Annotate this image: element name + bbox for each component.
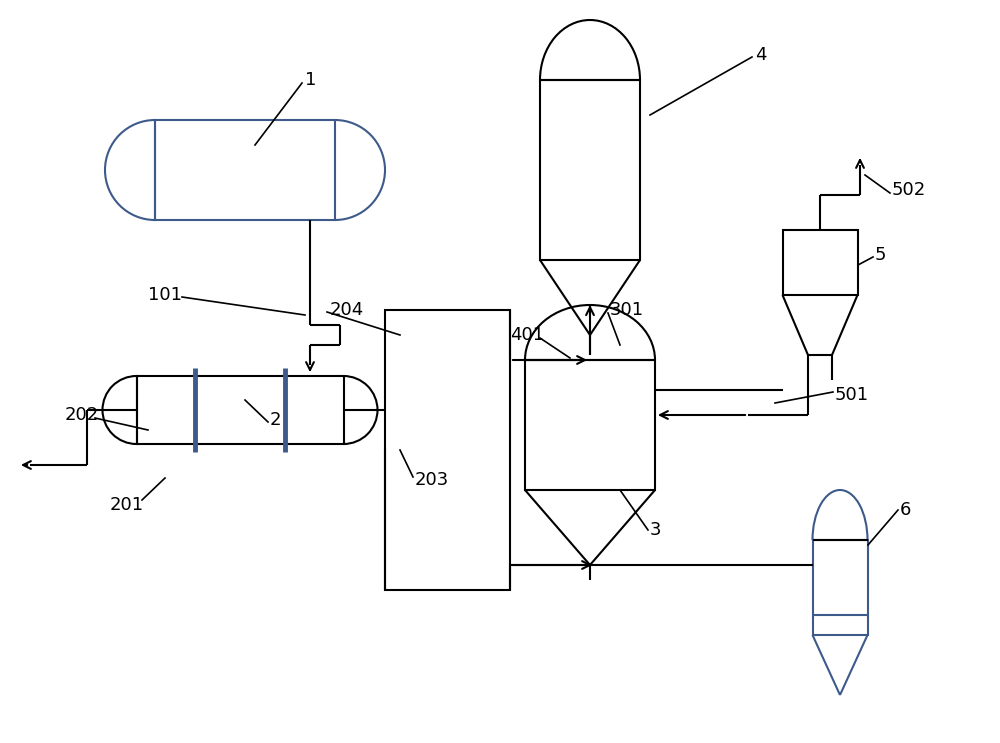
Bar: [385, 310, 510, 590]
Text: 502: 502: [892, 181, 926, 199]
Text: 203: 203: [415, 471, 449, 489]
Text: 4: 4: [755, 46, 767, 64]
Bar: [136, 376, 344, 444]
Text: 301: 301: [610, 301, 644, 319]
Text: 401: 401: [510, 326, 544, 344]
Text: 201: 201: [110, 496, 144, 514]
Text: 6: 6: [900, 501, 911, 519]
Text: 101: 101: [148, 286, 182, 304]
Bar: [782, 230, 858, 295]
Text: 3: 3: [650, 521, 662, 539]
Bar: [525, 360, 655, 490]
Bar: [812, 540, 868, 635]
Text: 1: 1: [305, 71, 316, 89]
Text: 501: 501: [835, 386, 869, 404]
Text: 202: 202: [65, 406, 99, 424]
Bar: [155, 120, 335, 220]
Text: 204: 204: [330, 301, 364, 319]
Bar: [540, 80, 640, 260]
Text: 2: 2: [270, 411, 282, 429]
Text: 5: 5: [875, 246, 887, 264]
